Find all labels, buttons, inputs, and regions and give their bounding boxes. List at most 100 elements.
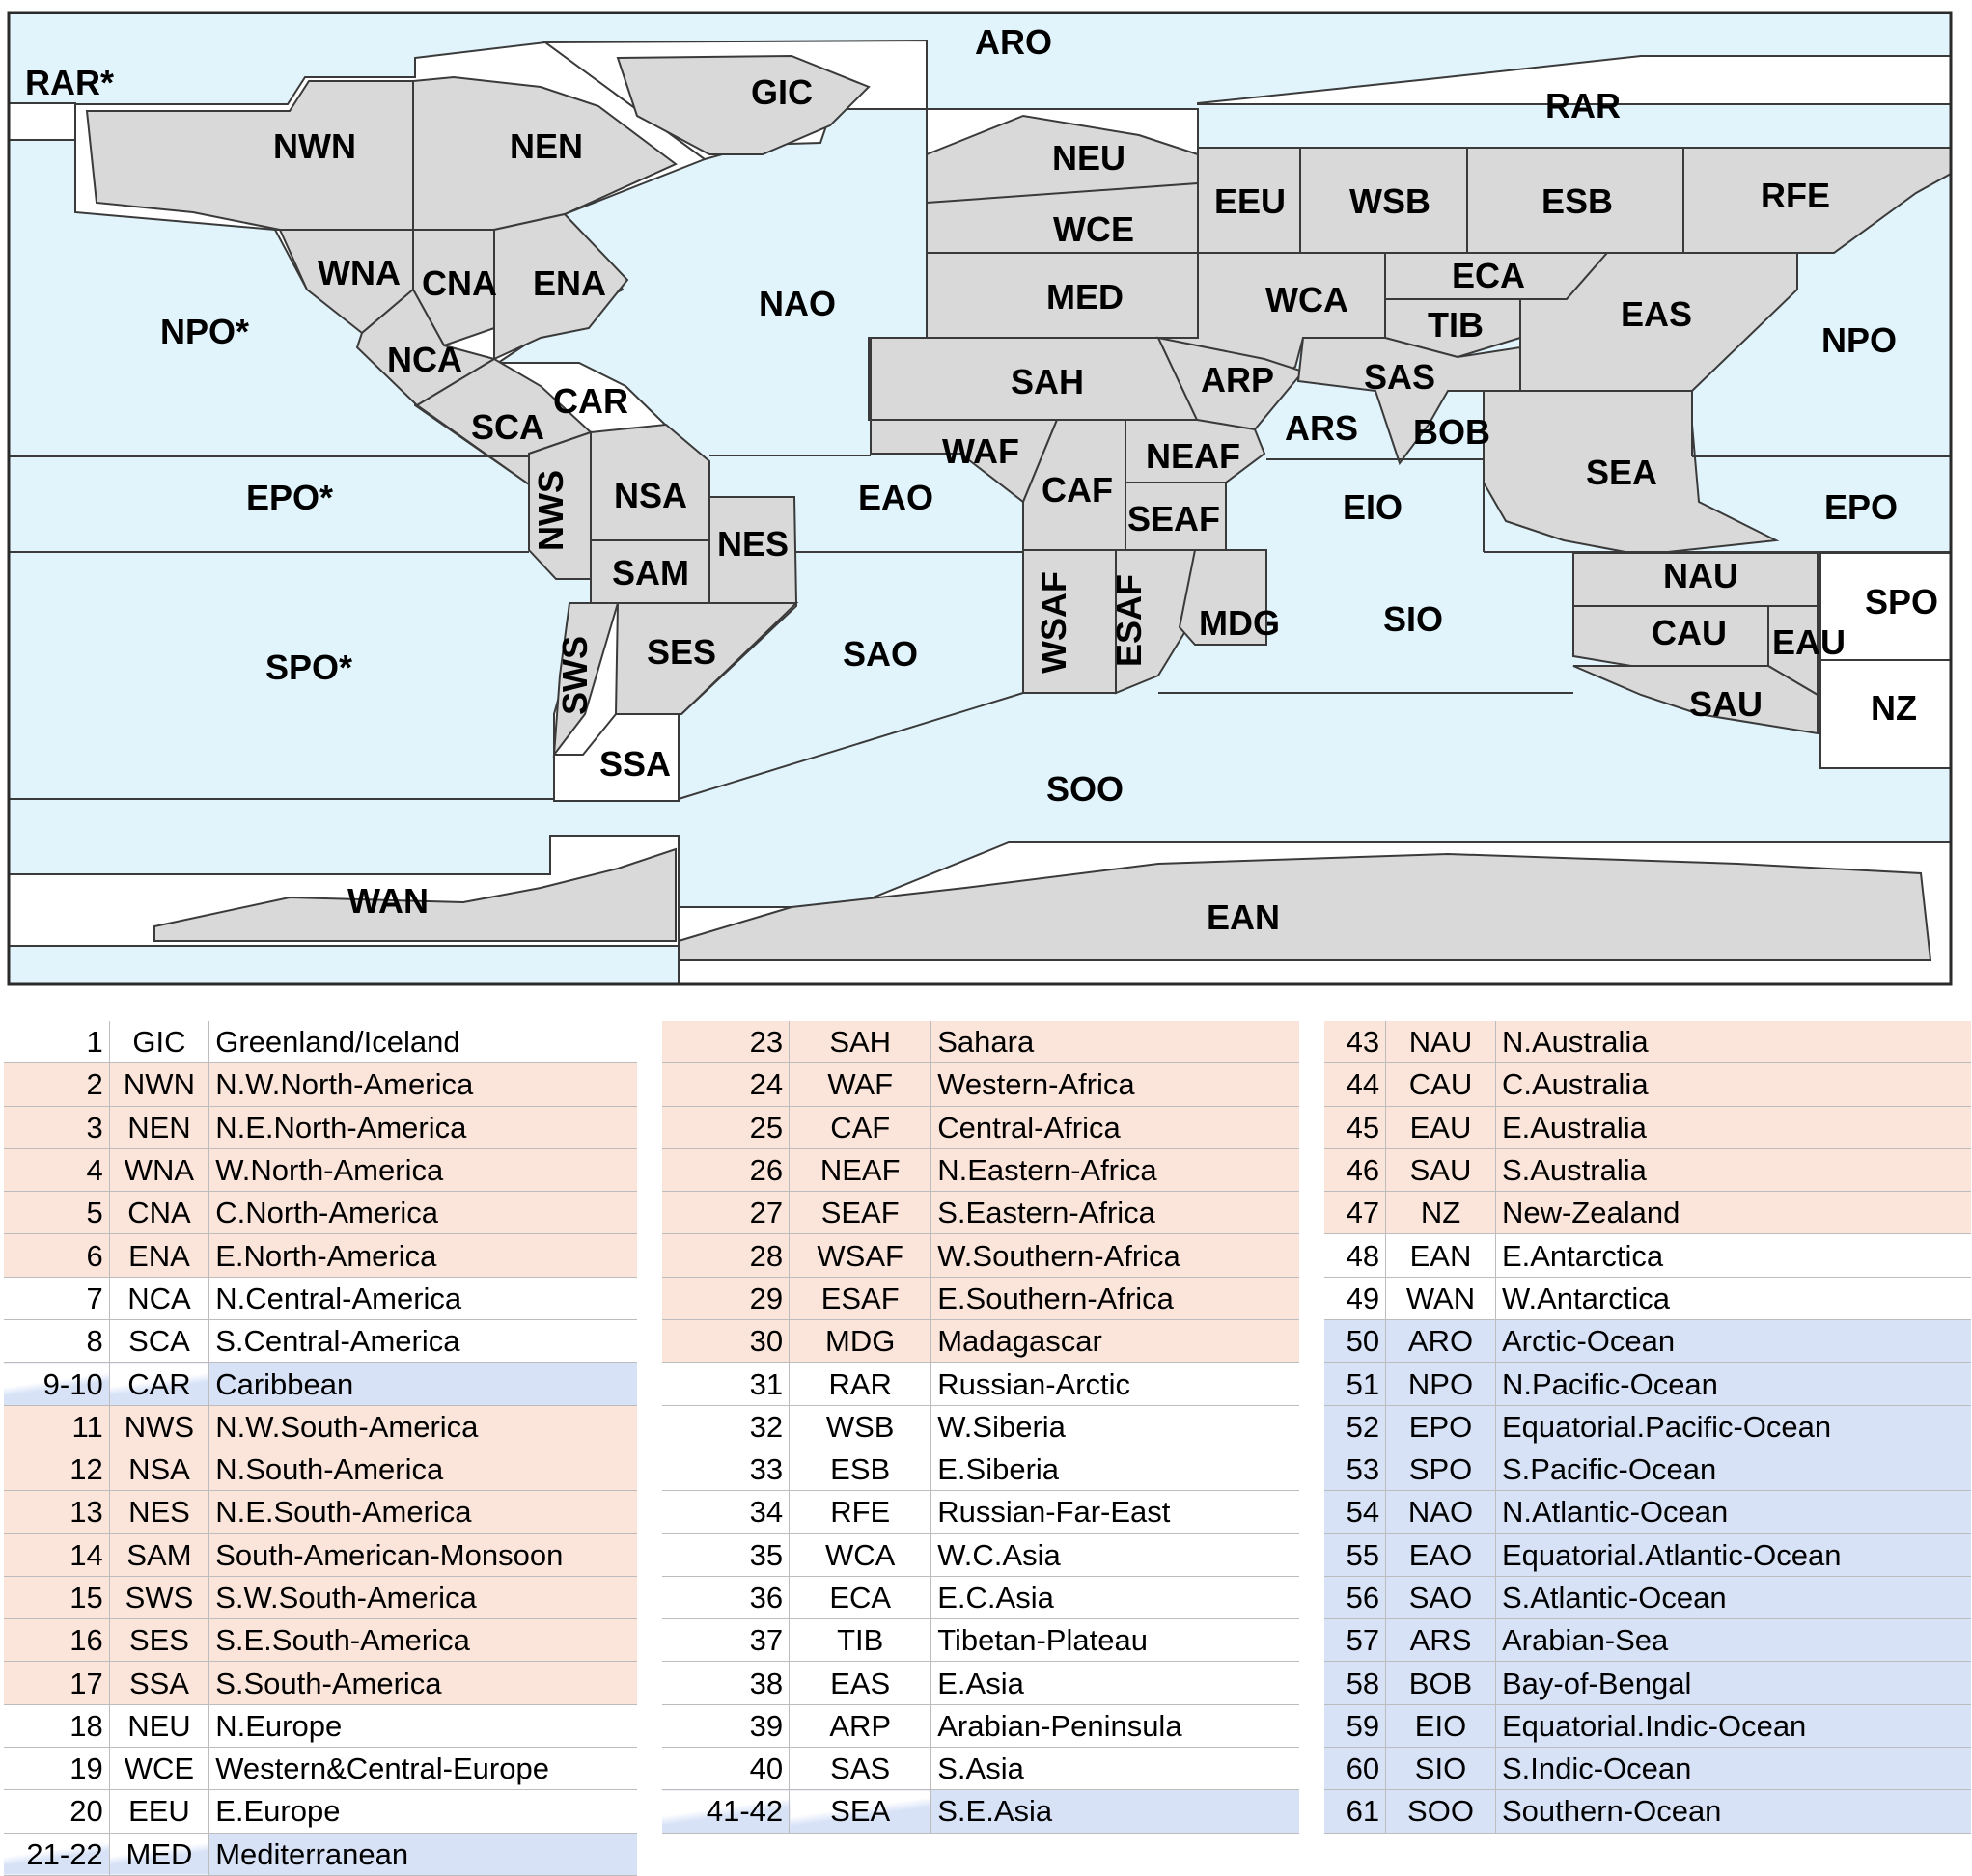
region-abbreviation: NWN	[109, 1062, 210, 1107]
region-abbreviation: ARO	[1385, 1319, 1496, 1364]
map-label: EEU	[1214, 181, 1286, 221]
region-name: S.E.Asia	[930, 1789, 1299, 1834]
region-number: 59	[1324, 1704, 1387, 1749]
region-number: 18	[4, 1704, 110, 1749]
table-row: 15 SWS S.W.South-America	[4, 1576, 637, 1620]
map-label: ESB	[1541, 181, 1613, 221]
region-name: Arabian-Peninsula	[930, 1704, 1299, 1749]
map-label: SCA	[471, 407, 544, 447]
region-number: 60	[1324, 1747, 1387, 1791]
region-abbreviation: WAN	[1385, 1277, 1496, 1321]
region-number: 21-22	[4, 1833, 110, 1876]
table-row: 9-10 CAR Caribbean	[4, 1362, 637, 1406]
region-number: 61	[1324, 1789, 1387, 1834]
region-number: 6	[4, 1233, 110, 1278]
region-name: S.Indic-Ocean	[1495, 1747, 1971, 1791]
table-row: 14 SAM South-American-Monsoon	[4, 1533, 637, 1577]
region-abbreviation: NEU	[109, 1704, 210, 1749]
table-row: 35 WCA W.C.Asia	[662, 1533, 1299, 1577]
map-label: NAO	[759, 284, 836, 323]
region-number: 38	[662, 1661, 791, 1705]
map-label: ENA	[533, 263, 606, 303]
map-label: RAR	[1545, 86, 1621, 125]
region-number: 58	[1324, 1661, 1387, 1705]
map-label: NEAF	[1146, 436, 1240, 476]
table-row: 6 ENA E.North-America	[4, 1233, 637, 1278]
region-name: Greenland/Iceland	[208, 1021, 637, 1064]
region-abbreviation: MED	[109, 1833, 210, 1876]
region-name: N.Europe	[208, 1704, 637, 1749]
map-label: WNA	[318, 253, 401, 292]
table-row: 45 EAU E.Australia	[1324, 1106, 1971, 1149]
region-name: N.E.North-America	[208, 1106, 637, 1149]
region-number: 55	[1324, 1533, 1387, 1577]
region-number: 39	[662, 1704, 791, 1749]
region-name: Caribbean	[208, 1362, 637, 1406]
region-number: 49	[1324, 1277, 1387, 1321]
region-abbreviation: SAM	[109, 1533, 210, 1577]
table-row: 56 SAO S.Atlantic-Ocean	[1324, 1576, 1971, 1620]
region-abbreviation: WNA	[109, 1148, 210, 1193]
region-name: Bay-of-Bengal	[1495, 1661, 1971, 1705]
map-label: NPO	[1821, 320, 1897, 360]
region-number: 28	[662, 1233, 791, 1278]
table-row: 60 SIO S.Indic-Ocean	[1324, 1747, 1971, 1791]
region-name: N.W.South-America	[208, 1405, 637, 1448]
region-abbreviation: EAN	[1385, 1233, 1496, 1278]
region-abbreviation: ESB	[789, 1448, 932, 1492]
region-number: 45	[1324, 1106, 1387, 1149]
region-number: 56	[1324, 1576, 1387, 1620]
region-abbreviation: TIB	[789, 1618, 932, 1663]
region-name: Sahara	[930, 1021, 1299, 1064]
region-number: 44	[1324, 1062, 1387, 1107]
region-number: 23	[662, 1021, 791, 1064]
table-row: 18 NEU N.Europe	[4, 1704, 637, 1749]
region-name: S.Pacific-Ocean	[1495, 1448, 1971, 1492]
table-row: 51 NPO N.Pacific-Ocean	[1324, 1362, 1971, 1406]
region-name: E.Europe	[208, 1789, 637, 1834]
map-label: EAN	[1207, 897, 1280, 937]
region-name: E.Southern-Africa	[930, 1277, 1299, 1321]
map-label: WCA	[1265, 280, 1348, 319]
region-abbreviation: SCA	[109, 1319, 210, 1364]
map-label: SIO	[1383, 599, 1443, 639]
region-name: E.Siberia	[930, 1448, 1299, 1492]
table-row: 38 EAS E.Asia	[662, 1661, 1299, 1705]
map-label: CAR	[553, 381, 628, 421]
region-table-2: 23 SAH Sahara 24 WAF Western-Africa 25 CAF Centr…	[662, 1021, 1299, 1834]
table-row: 58 BOB Bay-of-Bengal	[1324, 1661, 1971, 1705]
region-abbreviation: WCE	[109, 1747, 210, 1791]
region-name: S.Central-America	[208, 1319, 637, 1364]
map-label: RFE	[1761, 176, 1830, 215]
map-label: NPO*	[160, 312, 249, 351]
table-row: 34 RFE Russian-Far-East	[662, 1490, 1299, 1534]
region-abbreviation: EEU	[109, 1789, 210, 1834]
region-name: W.North-America	[208, 1148, 637, 1193]
region-number: 48	[1324, 1233, 1387, 1278]
map-label: WCE	[1053, 209, 1134, 249]
table-row: 11 NWS N.W.South-America	[4, 1405, 637, 1448]
map-label: SAS	[1364, 357, 1435, 397]
region-name: Equatorial.Pacific-Ocean	[1495, 1405, 1971, 1448]
region-number: 54	[1324, 1490, 1387, 1534]
region-number: 32	[662, 1405, 791, 1448]
map-label: SPO	[1865, 582, 1938, 621]
region-number: 5	[4, 1191, 110, 1235]
region-abbreviation: CAU	[1385, 1062, 1496, 1107]
table-row: 17 SSA S.South-America	[4, 1661, 637, 1705]
region-number: 24	[662, 1062, 791, 1107]
region-abbreviation: MDG	[789, 1319, 932, 1364]
region-abbreviation: SAO	[1385, 1576, 1496, 1620]
map-label: MDG	[1199, 603, 1280, 643]
region-name: E.North-America	[208, 1233, 637, 1278]
region-number: 40	[662, 1747, 791, 1791]
table-row: 48 EAN E.Antarctica	[1324, 1233, 1971, 1278]
table-row: 52 EPO Equatorial.Pacific-Ocean	[1324, 1405, 1971, 1448]
table-row: 8 SCA S.Central-America	[4, 1319, 637, 1364]
map-label: SAM	[612, 553, 689, 593]
region-abbreviation: SAH	[789, 1021, 932, 1064]
table-row: 5 CNA C.North-America	[4, 1191, 637, 1235]
table-row: 49 WAN W.Antarctica	[1324, 1277, 1971, 1321]
region-name: W.Antarctica	[1495, 1277, 1971, 1321]
region-number: 33	[662, 1448, 791, 1492]
